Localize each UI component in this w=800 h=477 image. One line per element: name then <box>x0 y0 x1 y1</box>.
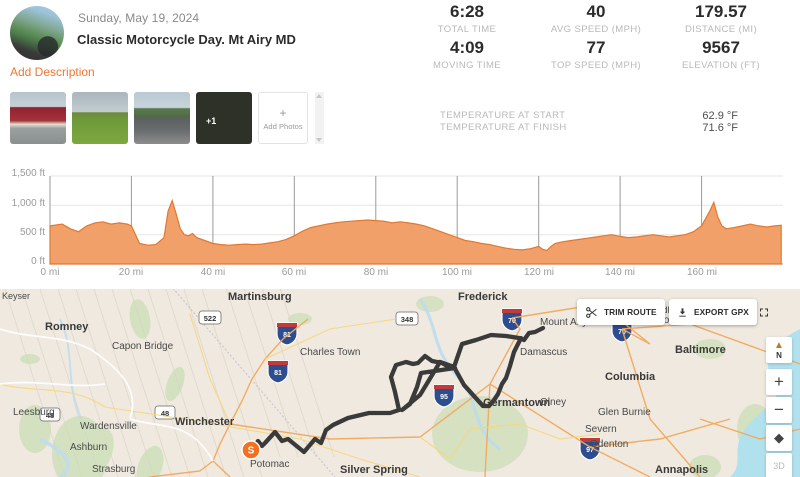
svg-text:95: 95 <box>440 394 448 401</box>
svg-text:348: 348 <box>401 315 414 324</box>
svg-text:522: 522 <box>204 314 217 323</box>
svg-text:81: 81 <box>274 370 282 377</box>
